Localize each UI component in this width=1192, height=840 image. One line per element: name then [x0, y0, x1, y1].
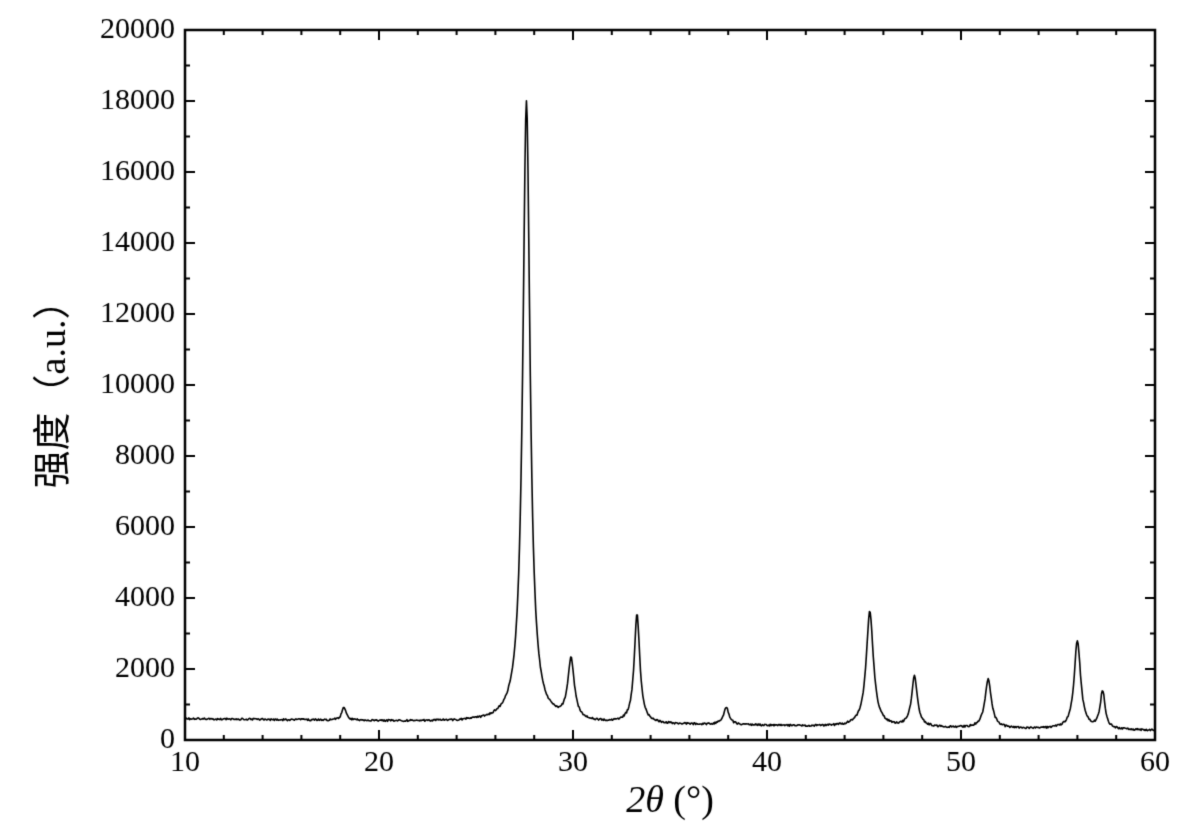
xrd-pattern-chart — [0, 0, 1192, 840]
